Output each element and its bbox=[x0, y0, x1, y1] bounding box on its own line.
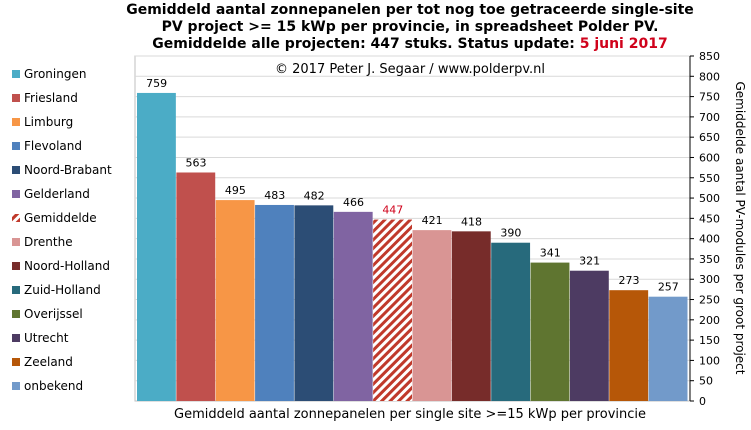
legend-swatch bbox=[12, 94, 20, 102]
x-axis-label: Gemiddeld aantal zonnepanelen per single… bbox=[174, 407, 646, 422]
y-tick-label: 150 bbox=[699, 334, 720, 347]
bar-value-label: 390 bbox=[500, 227, 521, 240]
bar-value-label: 466 bbox=[343, 196, 364, 209]
chart-title-line-2: PV project >= 15 kWp per provincie, in s… bbox=[162, 19, 659, 35]
y-tick-label: 100 bbox=[699, 354, 720, 367]
bar-labels: 759 563 495 483 482 466 447 421 418 390 341 321 273 2… bbox=[146, 77, 679, 294]
bar-noord-holland bbox=[451, 231, 491, 401]
bar-value-label: 321 bbox=[579, 255, 600, 268]
y-tick-label: 350 bbox=[699, 253, 720, 266]
legend-entry: Gemiddelde bbox=[24, 211, 97, 225]
legend-entry: Zuid-Holland bbox=[24, 283, 101, 297]
bar-overijssel bbox=[530, 262, 570, 401]
bar-zeeland bbox=[609, 290, 649, 401]
legend-swatch bbox=[12, 166, 20, 174]
y-tick-label: 550 bbox=[699, 172, 720, 185]
y-tick-label: 600 bbox=[699, 151, 720, 164]
legend-entry: Drenthe bbox=[24, 235, 73, 249]
bar-value-label: 447 bbox=[382, 204, 403, 217]
legend-swatch bbox=[12, 358, 20, 366]
legend-entry: Limburg bbox=[24, 115, 73, 129]
bar-onbekend bbox=[648, 296, 688, 401]
y-tick-label: 400 bbox=[699, 233, 720, 246]
y-tick-label: 300 bbox=[699, 273, 720, 286]
chart-title-line-3: Gemiddelde alle projecten: 447 stuks. St… bbox=[152, 36, 667, 52]
legend-swatch bbox=[12, 310, 20, 318]
legend-entry: Noord-Brabant bbox=[24, 163, 112, 177]
bar-gemiddelde bbox=[373, 219, 412, 401]
chart-title-line-3-text: Gemiddelde alle projecten: 447 stuks. St… bbox=[152, 36, 579, 52]
y-axis-ticks: 0 50 100 150 200 250 300 350 400 450 500 550 600 650 7… bbox=[690, 50, 720, 408]
bar-gelderland bbox=[333, 211, 373, 401]
legend-entry: Noord-Holland bbox=[24, 259, 110, 273]
bar-value-label: 257 bbox=[658, 281, 679, 294]
bar-value-label: 759 bbox=[146, 77, 167, 90]
legend-swatch bbox=[12, 214, 20, 222]
bar-groningen bbox=[137, 92, 176, 401]
y-tick-label: 450 bbox=[699, 212, 720, 225]
legend-swatch bbox=[12, 238, 20, 246]
legend-entry: Utrecht bbox=[24, 331, 69, 345]
bar-utrecht bbox=[569, 270, 609, 401]
y-axis-label: Gemiddelde aantal PV-modules per groot p… bbox=[733, 82, 747, 375]
bar-value-label: 482 bbox=[304, 189, 325, 202]
legend-swatch bbox=[12, 190, 20, 198]
legend-entry: Groningen bbox=[24, 67, 86, 81]
y-tick-label: 0 bbox=[699, 395, 706, 408]
bar-value-label: 273 bbox=[618, 274, 639, 287]
y-tick-label: 750 bbox=[699, 91, 720, 104]
y-tick-label: 850 bbox=[699, 50, 720, 63]
y-tick-label: 250 bbox=[699, 294, 720, 307]
legend-entry: Zeeland bbox=[24, 355, 73, 369]
y-tick-label: 500 bbox=[699, 192, 720, 205]
y-tick-label: 50 bbox=[699, 375, 713, 388]
bar-flevoland bbox=[255, 204, 294, 401]
legend-swatch bbox=[12, 262, 20, 270]
legend-entry: Flevoland bbox=[24, 139, 82, 153]
y-tick-label: 700 bbox=[699, 111, 720, 124]
chart-title-date: 5 juni 2017 bbox=[580, 36, 668, 52]
y-tick-label: 200 bbox=[699, 314, 720, 327]
bar-friesland bbox=[176, 172, 216, 401]
bar-zuid-holland bbox=[491, 242, 531, 401]
bar-value-label: 563 bbox=[186, 156, 207, 169]
legend-swatch bbox=[12, 382, 20, 390]
legend-entry: Gelderland bbox=[24, 187, 90, 201]
legend: Groningen Friesland Limburg Flevoland Noord-… bbox=[12, 67, 112, 393]
copyright-text: © 2017 Peter J. Segaar / www.polderpv.nl bbox=[275, 62, 545, 77]
bar-value-label: 418 bbox=[461, 215, 482, 228]
legend-swatch bbox=[12, 286, 20, 294]
bar-value-label: 421 bbox=[422, 214, 443, 227]
legend-swatch bbox=[12, 334, 20, 342]
legend-entry: onbekend bbox=[24, 379, 83, 393]
legend-swatch bbox=[12, 118, 20, 126]
y-tick-label: 650 bbox=[699, 131, 720, 144]
y-tick-label: 800 bbox=[699, 70, 720, 83]
bars bbox=[137, 92, 688, 401]
legend-entry: Overijssel bbox=[24, 307, 83, 321]
legend-entry: Friesland bbox=[24, 91, 78, 105]
chart-title-line-1: Gemiddeld aantal zonnepanelen per tot no… bbox=[126, 2, 694, 18]
bar-value-label: 341 bbox=[540, 247, 561, 260]
bar-limburg bbox=[215, 200, 255, 401]
legend-swatch bbox=[12, 142, 20, 150]
bar-value-label: 483 bbox=[264, 189, 285, 202]
bar-noord-brabant bbox=[294, 205, 334, 401]
legend-swatch bbox=[12, 70, 20, 78]
bar-drenthe bbox=[412, 230, 452, 401]
bar-value-label: 495 bbox=[225, 184, 246, 197]
